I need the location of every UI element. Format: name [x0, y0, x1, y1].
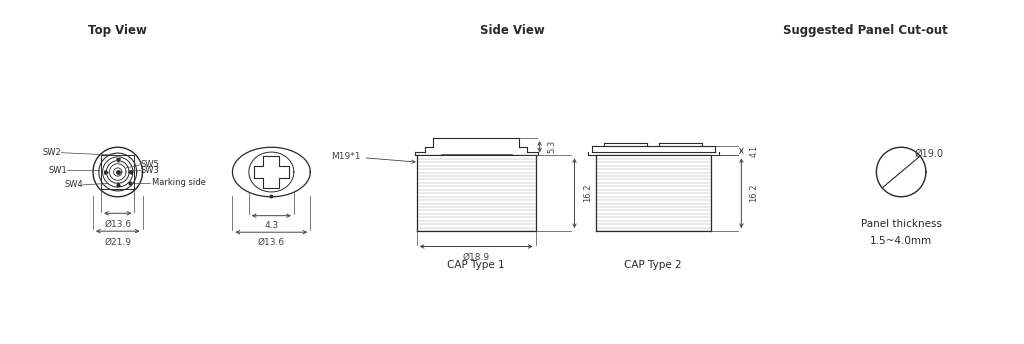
- Text: SW1: SW1: [49, 166, 68, 175]
- Text: 16.2: 16.2: [750, 184, 759, 202]
- Text: 1.5~4.0mm: 1.5~4.0mm: [870, 236, 932, 246]
- Text: Top View: Top View: [88, 24, 147, 37]
- Text: M19*1: M19*1: [331, 152, 415, 163]
- Text: 16.2: 16.2: [583, 184, 592, 202]
- Text: Ø21.9: Ø21.9: [104, 237, 131, 246]
- Text: Ø18.9: Ø18.9: [463, 253, 489, 262]
- Text: SW5: SW5: [140, 160, 159, 169]
- Text: 5.3: 5.3: [548, 140, 557, 153]
- Text: SW3: SW3: [140, 166, 159, 175]
- Text: Ø19.0: Ø19.0: [914, 148, 944, 158]
- Text: Ø13.6: Ø13.6: [104, 219, 131, 228]
- Text: Ø13.6: Ø13.6: [258, 238, 285, 247]
- Text: CAP Type 2: CAP Type 2: [625, 260, 682, 270]
- Text: Marking side: Marking side: [152, 178, 206, 187]
- Text: Suggested Panel Cut-out: Suggested Panel Cut-out: [783, 24, 947, 37]
- Text: 4.3: 4.3: [264, 221, 279, 230]
- Text: 4.1: 4.1: [750, 145, 759, 157]
- Text: Side View: Side View: [479, 24, 545, 37]
- Text: CAP Type 1: CAP Type 1: [447, 260, 505, 270]
- Text: Panel thickness: Panel thickness: [860, 219, 942, 229]
- Text: SW4: SW4: [65, 180, 83, 189]
- Text: SW2: SW2: [43, 148, 61, 157]
